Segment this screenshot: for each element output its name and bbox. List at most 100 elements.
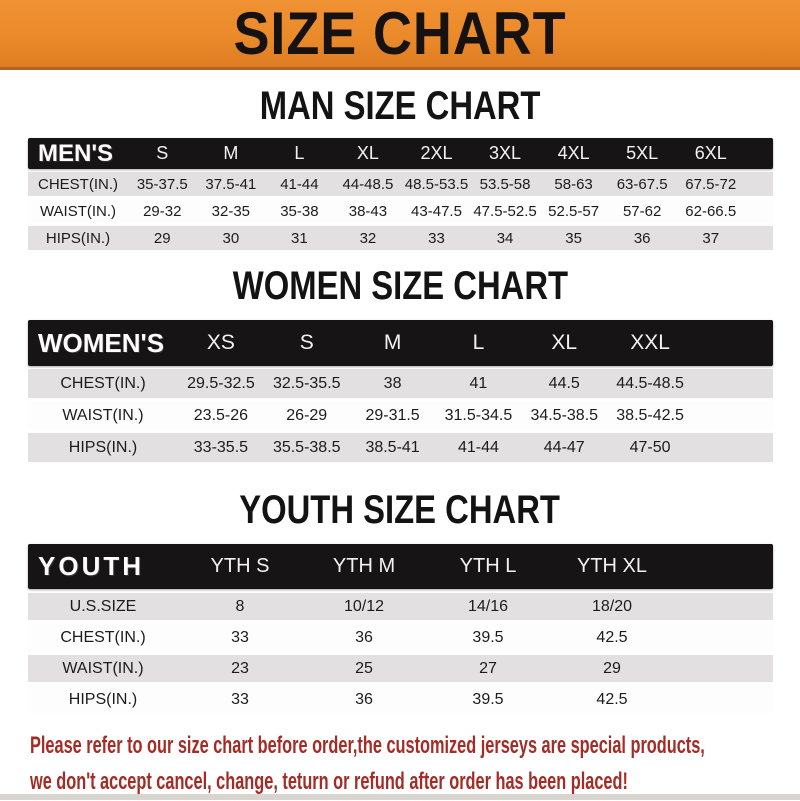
size-cell: 44.5 bbox=[548, 374, 580, 392]
size-cell: 29-31.5 bbox=[365, 406, 420, 424]
size-cell: 37 bbox=[702, 229, 720, 247]
table-row: WAIST(IN.) 29-32 32-35 35-38 38-43 43-47.5 47.… bbox=[28, 199, 773, 223]
men-size-table: MEN'S S M L XL 2XL 3XL 4XL 5XL 6XL CHEST(IN.) 35-3… bbox=[28, 138, 773, 250]
table-row: HIPS(IN.) 29 30 31 32 33 34 35 36 37 bbox=[28, 226, 773, 250]
table-corner-label: WOMEN'S bbox=[38, 327, 165, 358]
women-table-header-row: WOMEN'S XS S M L XL XXL bbox=[28, 320, 773, 366]
size-cell: 42.5 bbox=[596, 690, 628, 708]
column-header: 4XL bbox=[557, 143, 590, 163]
size-cell: 14/16 bbox=[467, 597, 509, 615]
column-header: YTH L bbox=[459, 555, 517, 577]
row-label: WAIST(IN.) bbox=[62, 659, 144, 677]
banner-title: SIZE CHART bbox=[233, 0, 567, 67]
size-cell: 44-47 bbox=[543, 438, 585, 456]
size-cell: 33 bbox=[428, 229, 445, 247]
size-cell: 47-50 bbox=[629, 438, 671, 456]
column-header: YTH M bbox=[332, 555, 396, 577]
footer-line-2: we don't accept cancel, change, teturn o… bbox=[30, 765, 800, 801]
row-label: CHEST(IN.) bbox=[60, 628, 146, 646]
row-label: WAIST(IN.) bbox=[39, 202, 117, 220]
table-row: U.S.SIZE 8 10/12 14/16 18/20 bbox=[28, 593, 773, 620]
column-header: XL bbox=[551, 331, 578, 354]
size-cell: 36 bbox=[355, 690, 373, 708]
size-cell: 44-48.5 bbox=[342, 175, 394, 193]
size-cell: 23.5-26 bbox=[193, 406, 249, 424]
size-cell: 47.5-52.5 bbox=[473, 202, 537, 220]
row-label: HIPS(IN.) bbox=[68, 438, 138, 456]
size-cell: 44.5-48.5 bbox=[616, 374, 684, 392]
column-header: M bbox=[223, 143, 239, 163]
section-women: WOMEN SIZE CHART WOMEN'S XS S M L XL XXL CHEST… bbox=[0, 266, 800, 462]
size-cell: 32-35 bbox=[211, 202, 251, 220]
row-label: WAIST(IN.) bbox=[62, 406, 144, 424]
footer-line-2-text: we don't accept cancel, change, teturn o… bbox=[30, 768, 628, 795]
size-cell: 35-38 bbox=[280, 202, 319, 220]
men-section-heading-text: MAN SIZE CHART bbox=[259, 84, 541, 128]
column-header: XS bbox=[206, 331, 235, 354]
size-cell: 41-44 bbox=[457, 438, 499, 456]
size-cell: 34 bbox=[496, 229, 514, 247]
footer-note: Please refer to our size chart before or… bbox=[0, 729, 800, 801]
bottom-strip bbox=[0, 794, 800, 800]
column-header: XL bbox=[356, 143, 379, 163]
size-cell: 34.5-38.5 bbox=[530, 406, 599, 424]
column-header: YTH S bbox=[210, 555, 270, 577]
table-corner-label: YOUTH bbox=[38, 551, 144, 581]
row-label: CHEST(IN.) bbox=[60, 374, 146, 392]
size-cell: 62-66.5 bbox=[685, 202, 737, 220]
column-header: 3XL bbox=[489, 143, 522, 163]
size-cell: 27 bbox=[479, 659, 497, 677]
size-cell: 38.5-42.5 bbox=[616, 406, 684, 424]
size-cell: 38-43 bbox=[348, 202, 388, 220]
footer-line-1: Please refer to our size chart before or… bbox=[30, 729, 800, 765]
men-section-heading: MAN SIZE CHART bbox=[0, 86, 800, 126]
table-row: HIPS(IN.) 33-35.5 35.5-38.5 38.5-41 41-44 44-… bbox=[28, 433, 773, 462]
size-cell: 30 bbox=[222, 229, 240, 247]
size-cell: 32.5-35.5 bbox=[272, 374, 341, 392]
youth-size-table: YOUTH YTH S YTH M YTH L YTH XL U.S.SIZE 8 10/1… bbox=[28, 544, 773, 713]
column-header: YTH XL bbox=[576, 555, 648, 577]
column-header: S bbox=[156, 143, 169, 163]
size-cell: 33-35.5 bbox=[193, 438, 249, 456]
banner: SIZE CHART bbox=[0, 0, 800, 70]
column-header: 2XL bbox=[420, 143, 453, 163]
size-cell: 41 bbox=[469, 374, 488, 392]
table-row: CHEST(IN.) 35-37.5 37.5-41 41-44 44-48.5 48.5… bbox=[28, 172, 773, 196]
size-cell: 67.5-72 bbox=[685, 175, 737, 193]
table-row: WAIST(IN.) 23 25 27 29 bbox=[28, 655, 773, 682]
size-cell: 37.5-41 bbox=[205, 175, 257, 193]
size-cell: 39.5 bbox=[472, 628, 504, 646]
youth-table-header-row: YOUTH YTH S YTH M YTH L YTH XL bbox=[28, 544, 773, 589]
size-cell: 39.5 bbox=[472, 690, 504, 708]
size-cell: 35-37.5 bbox=[136, 175, 188, 193]
table-row: HIPS(IN.) 33 36 39.5 42.5 bbox=[28, 686, 773, 713]
women-size-table: WOMEN'S XS S M L XL XXL CHEST(IN.) 29.5-32.5 32.… bbox=[28, 320, 773, 462]
size-cell: 35 bbox=[565, 229, 582, 247]
table-corner-label: MEN'S bbox=[38, 139, 114, 167]
row-label: CHEST(IN.) bbox=[38, 175, 118, 193]
row-label: HIPS(IN.) bbox=[45, 229, 111, 247]
column-header: L bbox=[472, 331, 485, 354]
size-cell: 31.5-34.5 bbox=[444, 406, 513, 424]
size-cell: 43-47.5 bbox=[411, 202, 462, 220]
women-section-heading-text: WOMEN SIZE CHART bbox=[232, 264, 568, 308]
size-cell: 8 bbox=[235, 597, 245, 615]
column-header: S bbox=[299, 331, 314, 354]
youth-section-heading: YOUTH SIZE CHART bbox=[0, 490, 800, 530]
size-cell: 33 bbox=[231, 690, 249, 708]
column-header: 5XL bbox=[626, 143, 659, 163]
size-cell: 31 bbox=[291, 229, 308, 247]
size-cell: 29.5-32.5 bbox=[187, 374, 255, 392]
size-cell: 23 bbox=[231, 659, 249, 677]
size-cell: 57-62 bbox=[622, 202, 662, 220]
row-label: U.S.SIZE bbox=[69, 597, 137, 615]
size-cell: 36 bbox=[633, 229, 651, 247]
size-cell: 38.5-41 bbox=[365, 438, 420, 456]
size-cell: 42.5 bbox=[596, 628, 628, 646]
size-cell: 41-44 bbox=[280, 175, 319, 193]
footer-line-1-text: Please refer to our size chart before or… bbox=[30, 732, 705, 759]
men-table-header-row: MEN'S S M L XL 2XL 3XL 4XL 5XL 6XL bbox=[28, 138, 773, 169]
row-label: HIPS(IN.) bbox=[68, 690, 138, 708]
size-cell: 25 bbox=[355, 659, 373, 677]
